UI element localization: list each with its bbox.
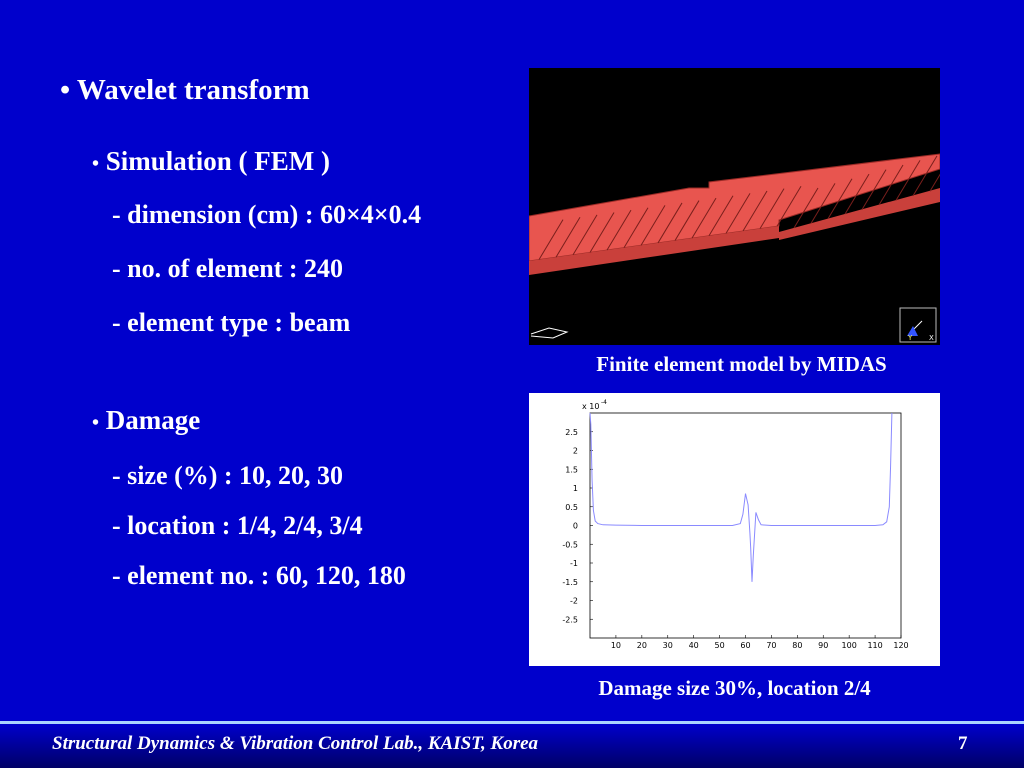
beam-element-line [657,202,683,244]
beam-front-face-right [779,188,940,240]
beam-element-line [640,205,666,246]
beam-element-line [827,178,853,220]
beam-element-line [623,207,649,248]
y-tick-label: 1.5 [565,465,578,474]
footer-divider [0,721,1024,724]
wavelet-plot-svg: x 10 -4 2.5 2 1.5 1 0.5 0 -0.5 -1 -1.5 -2 -2.5 10 2… [562,399,909,650]
y-tick-label: -1 [570,559,578,568]
footer-background [0,724,1024,768]
series-line [589,412,893,582]
y-tick-label: -0.5 [562,540,578,549]
page-number: 7 [958,733,968,754]
series-layer [589,412,893,582]
fem-fragment-outline [530,327,569,339]
y-tick-label: 0 [573,522,578,531]
x-tick-label: 10 [611,641,621,650]
y-tick-label: 0.5 [565,503,578,512]
beam-element-line [776,186,802,227]
beam-element-line [555,216,581,258]
beam-element-line [589,212,615,253]
simulation-line-2: - no. of element : 240 [112,254,344,283]
x-tick-label: 20 [637,641,647,650]
beam-element-line [708,195,734,237]
beam-element-line [725,193,751,234]
y-tick-label: 2 [573,447,578,456]
beam-element-line [929,173,940,192]
y-tick-label: -2.5 [562,615,578,624]
y-tick-label: -2 [570,597,578,606]
beam-element-line [759,188,785,229]
beam-front-face [529,226,779,275]
damage-line-1: - size (%) : 10, 20, 30 [112,461,344,490]
fem-beam-drawing: X Y [529,153,940,343]
title-text: Wavelet transform [76,74,310,106]
beam-element-line [861,169,887,210]
damage-bullet: • [92,412,100,434]
x-tick-label: 70 [766,641,776,650]
beam-element-line [878,164,904,206]
beam-element-line [844,173,870,215]
simulation-heading: • Simulation ( FEM ) [92,146,330,177]
simulation-heading-text: Simulation ( FEM ) [105,146,331,176]
y-tick-label: 2.5 [565,428,578,437]
x-tick-label: 120 [893,641,908,650]
damage-heading-text: Damage [105,405,201,435]
beam-element-line [742,190,768,232]
beam-element-line [810,183,836,224]
title-bullet: • [60,74,71,106]
plot-caption: Damage size 30%, location 2/4 [598,676,871,700]
wavelet-plot: x 10 -4 2.5 2 1.5 1 0.5 0 -0.5 -1 -1.5 -2 -2.5 10 2… [529,393,940,666]
footer-lab: Structural Dynamics & Vibration Control … [52,733,539,754]
axis-triad-box [899,307,937,343]
x-axis-ticks: 10 20 30 40 50 60 70 80 90 100 110 120 [611,635,909,650]
title: • Wavelet transform [60,74,310,107]
simulation-line-3: - element type : beam [112,308,351,337]
x-tick-label: 60 [740,641,750,650]
fem-model-image: X Y [529,68,940,345]
plot-multiplier: x 10 [582,402,599,411]
x-tick-label: 100 [842,641,857,650]
beam-element-line [572,214,598,256]
x-tick-label: 80 [792,641,802,650]
x-tick-label: 110 [867,641,882,650]
beam-element-line [538,219,564,260]
plot-multiplier-exp: -4 [601,399,607,406]
beam-element-line [793,187,819,229]
beam-element-line [674,200,700,241]
beam-element-line [912,155,938,197]
simulation-bullet: • [92,153,100,175]
axis-triad-marker [907,326,918,336]
simulation-line-1: - dimension (cm) : 60×4×0.4 [112,200,422,229]
fem-caption: Finite element model by MIDAS [596,352,887,376]
x-tick-label: 40 [689,641,699,650]
axis-label-y: Y [907,334,913,342]
y-axis-ticks: 2.5 2 1.5 1 0.5 0 -0.5 -1 -1.5 -2 -2.5 [562,428,593,624]
x-tick-label: 90 [818,641,828,650]
beam-element-line [606,209,632,251]
damage-line-2: - location : 1/4, 2/4, 3/4 [112,511,363,540]
damage-heading: • Damage [92,405,200,436]
x-tick-label: 50 [714,641,724,650]
x-tick-label: 30 [663,641,673,650]
beam-element-line [895,160,921,201]
beam-element-line [691,197,717,239]
damage-line-3: - element no. : 60, 120, 180 [112,561,406,590]
y-tick-label: -1.5 [562,578,578,587]
beam-element-divisions [538,155,940,260]
y-tick-label: 1 [573,484,578,493]
axis-label-x: X [929,334,934,342]
